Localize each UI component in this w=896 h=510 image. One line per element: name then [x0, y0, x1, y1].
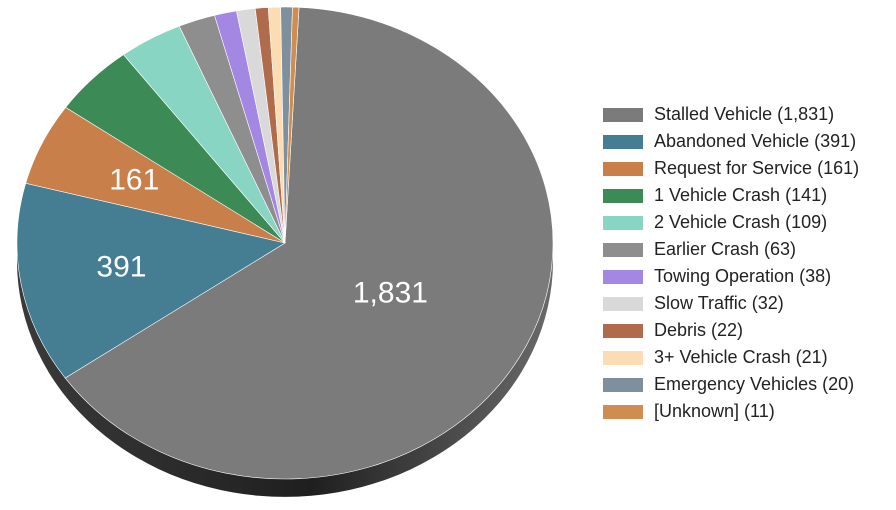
legend-label: Earlier Crash (63) [654, 239, 797, 259]
pie-slice-stalled-vehicle [64, 7, 554, 480]
legend-swatch [603, 188, 643, 203]
legend-item: [Unknown] (11) [603, 398, 893, 425]
legend-item: Emergency Vehicles (20) [603, 371, 893, 398]
legend-item: 2 Vehicle Crash (109) [603, 209, 893, 236]
legend-label: Slow Traffic (32) [654, 293, 784, 313]
legend-item: Slow Traffic (32) [603, 290, 893, 317]
legend-item: Request for Service (161) [603, 155, 893, 182]
pie-slice-unknown [284, 6, 300, 244]
legend: Stalled Vehicle (1,831) Abandoned Vehicle… [603, 101, 893, 425]
legend-swatch [603, 107, 643, 122]
legend-swatch [603, 350, 643, 365]
legend-label: [Unknown] (11) [654, 401, 775, 421]
legend-swatch [603, 161, 643, 176]
legend-label: Stalled Vehicle (1,831) [654, 104, 835, 124]
legend-label: Request for Service (161) [654, 158, 860, 178]
slice-data-label: 1,831 [353, 276, 428, 309]
legend-item: Abandoned Vehicle (391) [603, 128, 893, 155]
legend-swatch [603, 377, 643, 392]
legend-label: Abandoned Vehicle (391) [654, 131, 857, 151]
legend-label: 2 Vehicle Crash (109) [654, 212, 828, 232]
legend-item: 1 Vehicle Crash (141) [603, 182, 893, 209]
legend-item: 3+ Vehicle Crash (21) [603, 344, 893, 371]
legend-swatch [603, 242, 643, 257]
pie-slice-abandoned-vehicle [16, 182, 286, 379]
legend-item: Earlier Crash (63) [603, 236, 893, 263]
legend-swatch [603, 269, 643, 284]
legend-label: 1 Vehicle Crash (141) [654, 185, 828, 205]
legend-label: Debris (22) [654, 320, 744, 340]
legend-label: 3+ Vehicle Crash (21) [654, 347, 828, 367]
legend-swatch [603, 134, 643, 149]
legend-item: Stalled Vehicle (1,831) [603, 101, 893, 128]
legend-item: Towing Operation (38) [603, 263, 893, 290]
legend-swatch [603, 215, 643, 230]
legend-item: Debris (22) [603, 317, 893, 344]
legend-label: Emergency Vehicles (20) [654, 374, 855, 394]
legend-swatch [603, 404, 643, 419]
legend-swatch [603, 323, 643, 338]
slice-data-label: 161 [109, 163, 159, 196]
slice-data-label: 391 [96, 251, 146, 284]
pie-chart: 1,831 391 161 [16, 6, 554, 497]
legend-swatch [603, 296, 643, 311]
legend-label: Towing Operation (38) [654, 266, 832, 286]
